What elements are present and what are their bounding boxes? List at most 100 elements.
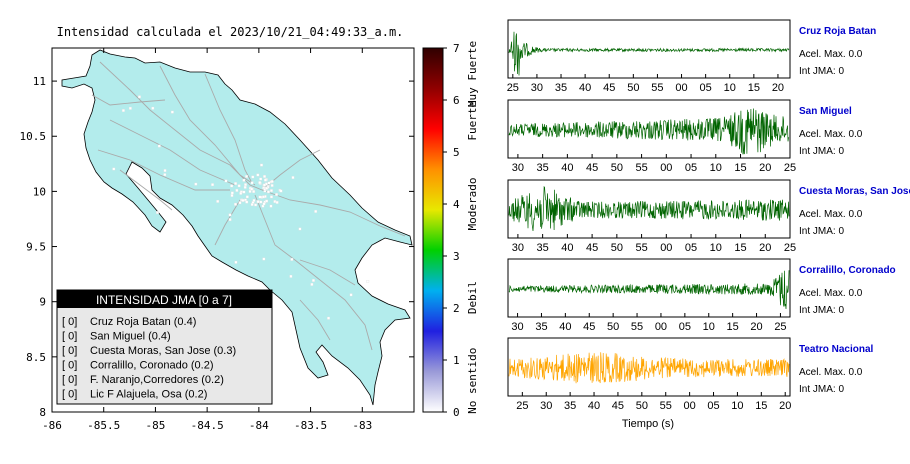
colorbar-category-label: Debil [466, 281, 479, 314]
seismogram-tick-label: 15 [727, 321, 739, 333]
station-marker [242, 190, 246, 194]
station-marker [327, 316, 330, 320]
station-marker [263, 183, 266, 187]
station-marker [245, 200, 249, 204]
station-marker [310, 282, 314, 286]
seismogram-tick-label: 50 [636, 400, 648, 412]
road-line [159, 65, 256, 186]
seismogram-frame [507, 337, 791, 397]
legend-entry-intensity: [ 0] [62, 345, 77, 357]
road-line [299, 259, 356, 286]
seismogram-tick-label: 25 [784, 162, 796, 174]
colorbar-gradient [422, 47, 444, 413]
station-marker [211, 183, 215, 187]
map-x-tick-label: -83 [352, 419, 372, 432]
colorbar-category-label: No sentido [466, 348, 479, 414]
legend-entry-intensity: [ 0] [62, 374, 77, 386]
seismogram-tick-label: 45 [612, 400, 624, 412]
seismogram-tick-label: 45 [586, 242, 598, 254]
map-x-tick-label: -85 [145, 419, 165, 432]
seismogram-tick-label: 05 [707, 400, 719, 412]
seismogram-tick-label: 00 [675, 82, 687, 94]
seismogram-tick-label: 20 [750, 321, 762, 333]
station-marker [258, 181, 262, 185]
map-x-tick-label: -84.5 [191, 419, 224, 432]
seismogram-tick-label: 55 [635, 162, 647, 174]
station-marker [252, 198, 256, 202]
colorbar-tick-label: 4 [453, 198, 460, 211]
station-marker [228, 218, 232, 222]
station-marker [262, 195, 266, 199]
seismogram-waveform [508, 270, 790, 310]
seismogram-tick-label: 05 [679, 321, 691, 333]
legend-entry-station: Cuesta Moras, San Jose (0.3) [90, 345, 236, 357]
station-marker [228, 213, 232, 217]
station-jma-intensity: Int JMA: 0 [799, 226, 844, 237]
legend-entry-intensity: [ 0] [62, 331, 77, 343]
seismogram-tick-label: 00 [655, 321, 667, 333]
station-accel-max: Acel. Max. 0.0 [799, 288, 863, 299]
station-marker [265, 186, 269, 190]
station-marker [157, 144, 161, 148]
legend-entry-station: Cruz Roja Batan (0.4) [90, 316, 196, 328]
station-marker [298, 227, 302, 231]
seismogram-tick-label: 00 [660, 242, 672, 254]
map-y-tick-label: 8 [39, 406, 46, 419]
seismogram-tick-label: 15 [734, 162, 746, 174]
seismogram-tick-label: 00 [660, 162, 672, 174]
legend-box [56, 289, 273, 405]
station-marker [241, 198, 245, 202]
seismogram-waveform [508, 185, 790, 232]
seismogram-tick-label: 40 [579, 82, 591, 94]
station-marker [194, 182, 198, 186]
seismogram-tick-label: 35 [537, 242, 549, 254]
station-marker [259, 177, 263, 181]
station-marker [237, 184, 241, 188]
station-marker [239, 191, 243, 195]
station-marker [258, 195, 262, 199]
station-marker [248, 189, 252, 193]
seismogram-tick-label: 50 [611, 162, 623, 174]
seismogram-tick-label: 25 [516, 400, 528, 412]
seismogram-tick-label: 40 [559, 321, 571, 333]
legend-entry-intensity: [ 0] [62, 389, 77, 401]
station-name: Corralillo, Coronado [799, 265, 896, 276]
seismogram-tick-label: 15 [755, 400, 767, 412]
seismogram-panel: 30 35 40 45 50 55 00 05 10 15 20 25 Corralillo, Coro… [507, 258, 896, 333]
station-marker [256, 173, 260, 177]
station-marker [230, 184, 234, 188]
station-marker [138, 95, 141, 99]
station-name: Teatro Nacional [799, 344, 873, 355]
seismogram-tick-label: 05 [685, 242, 697, 254]
seismogram-tick-label: 35 [564, 400, 576, 412]
map-x-tick-label: -83.5 [294, 419, 327, 432]
station-name: Cruz Roja Batan [799, 26, 876, 37]
seismogram-tick-label: 05 [700, 82, 712, 94]
map-frame [51, 47, 415, 413]
intensity-map: -86 -85.5 -85 -84.5 -84 -83.5 -83 11 10.5 10 9.5 9… [20, 47, 415, 432]
station-marker [273, 200, 277, 203]
station-marker [245, 175, 249, 178]
station-marker [263, 175, 266, 178]
station-marker [279, 189, 283, 193]
station-markers [112, 95, 370, 320]
station-marker [243, 185, 247, 189]
station-marker [251, 175, 255, 179]
seismogram-tick-label: 10 [710, 162, 722, 174]
seismogram-tick-label: 10 [731, 400, 743, 412]
legend-header [57, 290, 272, 308]
station-marker [267, 181, 271, 185]
seismogram-tick-label: 10 [703, 321, 715, 333]
colorbar-tick-label: 3 [453, 250, 460, 263]
station-marker [224, 179, 228, 183]
map-y-tick-label: 9 [39, 296, 46, 309]
seismogram-tick-label: 20 [759, 242, 771, 254]
station-marker [250, 181, 254, 185]
station-marker [256, 200, 260, 204]
seismogram-tick-label: 50 [611, 242, 623, 254]
station-marker [261, 204, 265, 208]
seismogram-tick-label: 30 [540, 400, 552, 412]
colorbar-tick-label: 7 [453, 42, 460, 55]
station-marker [270, 189, 273, 193]
legend-entry-intensity: [ 0] [62, 360, 77, 372]
